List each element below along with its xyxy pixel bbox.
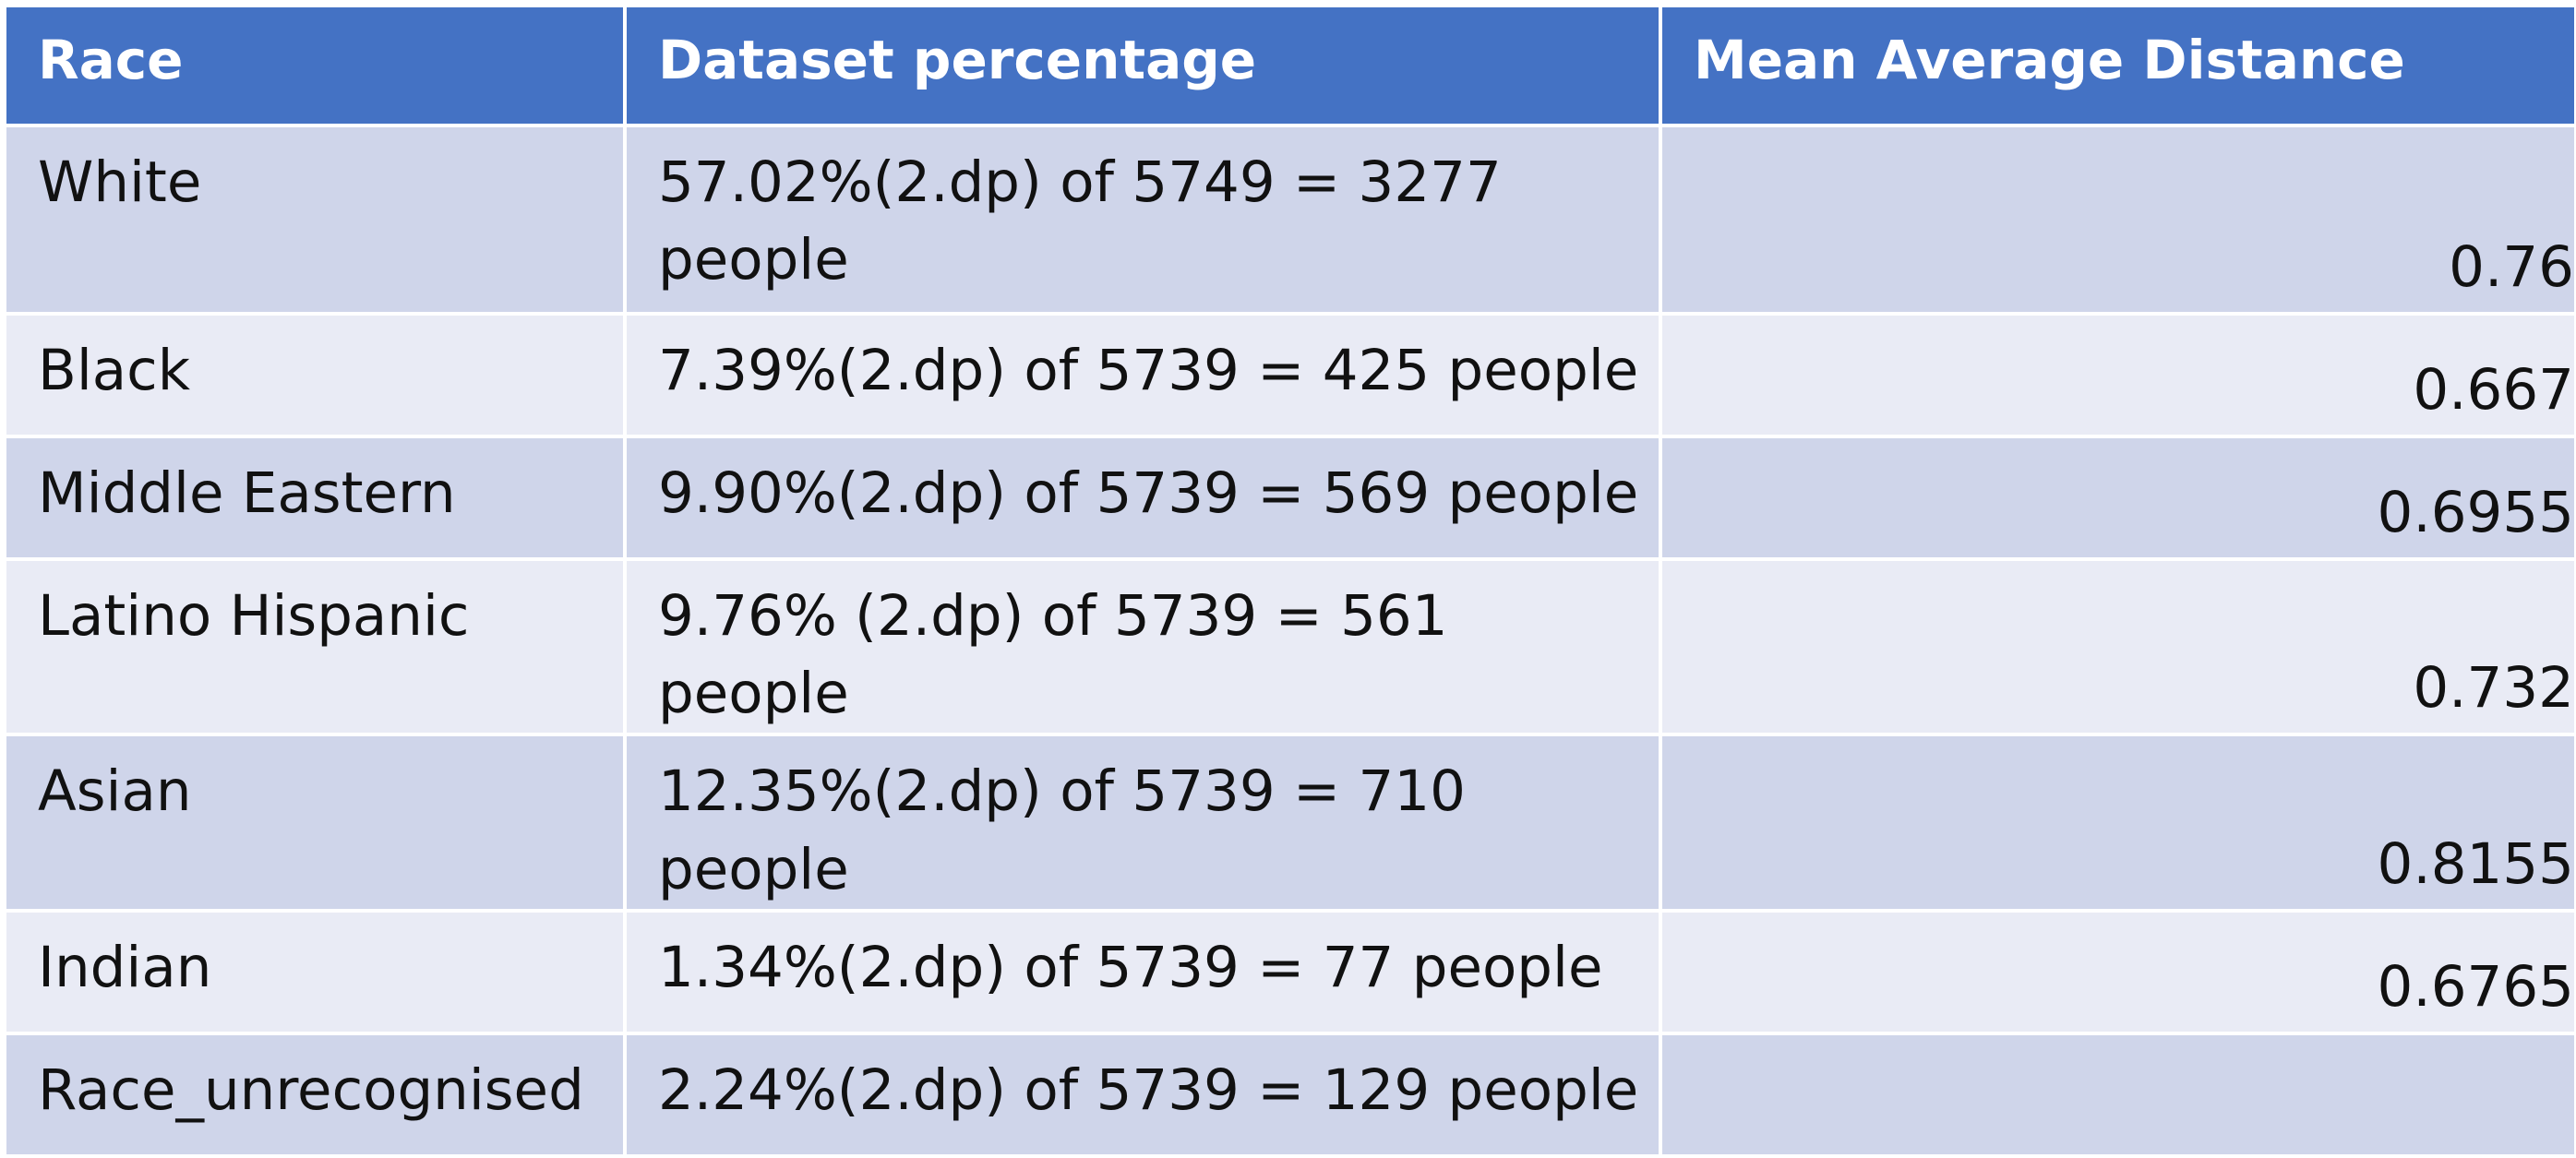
cell-dataset-percentage: 7.39%(2.dp) of 5739 = 425 people xyxy=(623,312,1662,438)
table-row: Indian 1.34%(2.dp) of 5739 = 77 people 0… xyxy=(3,908,2576,1035)
cell-mean-average-distance: 0.6765 xyxy=(1659,908,2576,1035)
cell-mean-average-distance: 0.667 xyxy=(1659,312,2576,438)
cell-dataset-percentage: 12.35%(2.dp) of 5739 = 710 people xyxy=(623,733,1662,913)
cell-race: Race_unrecognised xyxy=(3,1031,627,1158)
cell-race: White xyxy=(3,124,627,316)
cell-race: Middle Eastern xyxy=(3,435,627,561)
cell-mean-average-distance: 0.76 xyxy=(1659,124,2576,316)
cell-dataset-percentage: 1.34%(2.dp) of 5739 = 77 people xyxy=(623,908,1662,1035)
header-dataset-percentage: Dataset percentage xyxy=(623,4,1662,127)
cell-mean-average-distance: 0.732 xyxy=(1659,556,2576,737)
cell-race: Latino Hispanic xyxy=(3,556,627,737)
race-distance-table: Race Dataset percentage Mean Average Dis… xyxy=(3,4,2576,1158)
page: Race Dataset percentage Mean Average Dis… xyxy=(3,4,2576,1158)
cell-mean-average-distance xyxy=(1659,1031,2576,1158)
cell-race: Indian xyxy=(3,908,627,1035)
table-header-row: Race Dataset percentage Mean Average Dis… xyxy=(3,4,2576,127)
table-row: White 57.02%(2.dp) of 5749 = 3277 people… xyxy=(3,124,2576,316)
cell-dataset-percentage: 9.76% (2.dp) of 5739 = 561 people xyxy=(623,556,1662,737)
table-row: Latino Hispanic 9.76% (2.dp) of 5739 = 5… xyxy=(3,556,2576,737)
cell-dataset-percentage: 57.02%(2.dp) of 5749 = 3277 people xyxy=(623,124,1662,316)
table-row: Race_unrecognised 2.24%(2.dp) of 5739 = … xyxy=(3,1031,2576,1158)
cell-mean-average-distance: 0.8155 xyxy=(1659,733,2576,913)
header-mean-average-distance: Mean Average Distance xyxy=(1659,4,2576,127)
table-row: Asian 12.35%(2.dp) of 5739 = 710 people … xyxy=(3,733,2576,913)
cell-mean-average-distance: 0.6955 xyxy=(1659,435,2576,561)
cell-dataset-percentage: 9.90%(2.dp) of 5739 = 569 people xyxy=(623,435,1662,561)
table-row: Black 7.39%(2.dp) of 5739 = 425 people 0… xyxy=(3,312,2576,438)
cell-dataset-percentage: 2.24%(2.dp) of 5739 = 129 people xyxy=(623,1031,1662,1158)
cell-race: Asian xyxy=(3,733,627,913)
header-race: Race xyxy=(3,4,627,127)
table-row: Middle Eastern 9.90%(2.dp) of 5739 = 569… xyxy=(3,435,2576,561)
cell-race: Black xyxy=(3,312,627,438)
